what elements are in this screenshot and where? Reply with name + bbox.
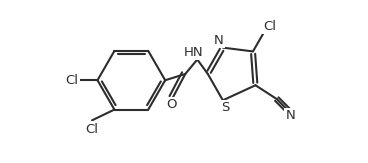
Text: S: S <box>221 101 230 114</box>
Text: N: N <box>286 109 296 122</box>
Text: HN: HN <box>184 46 204 59</box>
Text: N: N <box>214 34 224 47</box>
Text: Cl: Cl <box>263 20 276 33</box>
Text: Cl: Cl <box>85 123 98 136</box>
Text: Cl: Cl <box>66 74 79 87</box>
Text: O: O <box>166 98 177 111</box>
